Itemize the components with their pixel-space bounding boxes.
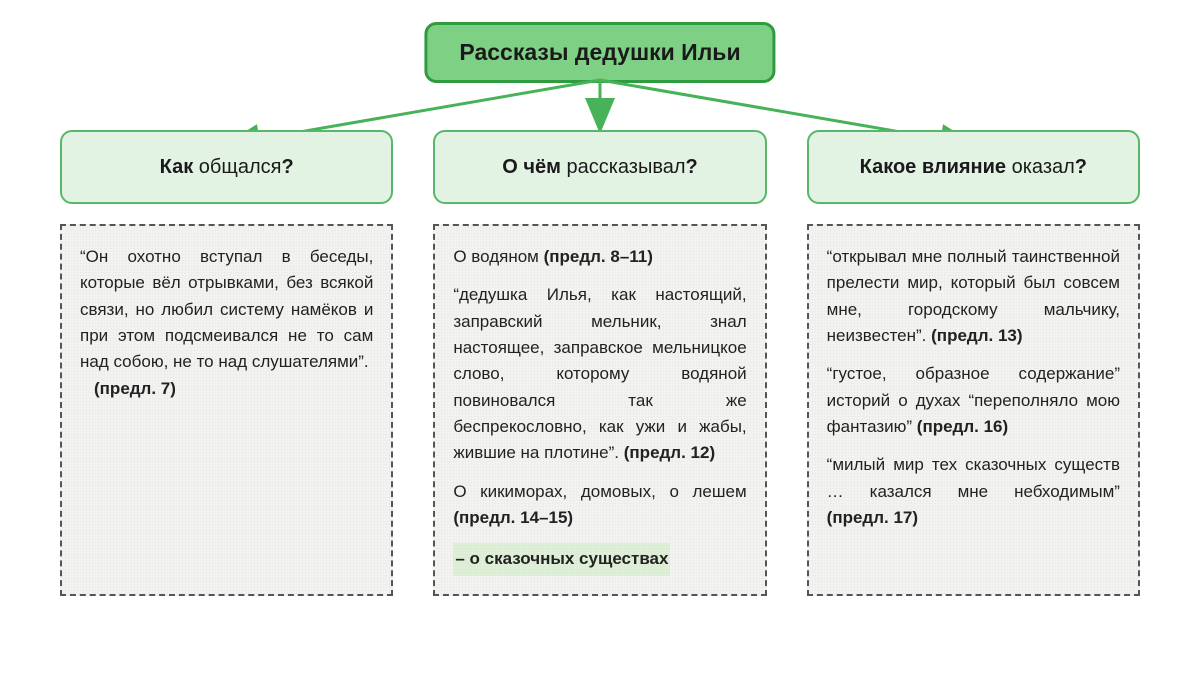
reference: (предл. 12) (624, 443, 715, 462)
sub-header-bold: О чём (502, 156, 561, 178)
content-box-0: “Он охотно вступал в беседы, которые вёл… (60, 224, 393, 596)
sub-header-2: Какое влияние оказал? (807, 130, 1140, 204)
root-node: Рассказы дедушки Ильи (424, 22, 775, 83)
sub-header-0: Как общался? (60, 130, 393, 204)
reference: (предл. 7) (94, 376, 373, 402)
sub-header-plain: оказал (1006, 156, 1075, 178)
content-box-1: О водяном (предл. 8–11) “дедушка Илья, ка… (433, 224, 766, 596)
sub-header-bold: Как (160, 156, 194, 178)
content-para: “Он охотно вступал в беседы, которые вёл… (80, 244, 373, 402)
content-para: О водяном (предл. 8–11) (453, 244, 746, 270)
sub-header-qmark: ? (1075, 156, 1087, 178)
content-para: “открывал мне полный таинственной прелес… (827, 244, 1120, 349)
content-para: “густое, образное содержание” историй о … (827, 361, 1120, 440)
column-1: О чём рассказывал? О водяном (предл. 8–11… (433, 130, 766, 596)
highlight-text: – о сказочных существах (453, 543, 670, 575)
sub-header-plain: общался (193, 156, 281, 178)
reference: (предл. 16) (917, 417, 1008, 436)
column-2: Какое влияние оказал? “открывал мне полны… (807, 130, 1140, 596)
reference: (предл. 14–15) (453, 508, 573, 527)
content-para: О кикиморах, домовых, о лешем (предл. 14… (453, 479, 746, 532)
content-para: “дедушка Илья, как настоящий, заправский… (453, 282, 746, 466)
sub-header-qmark: ? (281, 156, 293, 178)
content-para: “милый мир тех сказочных существ … казал… (827, 452, 1120, 531)
reference: (предл. 17) (827, 508, 918, 527)
sub-header-qmark: ? (686, 156, 698, 178)
sub-header-plain: рассказывал (561, 156, 686, 178)
column-0: Как общался? “Он охотно вступал в беседы,… (60, 130, 393, 596)
columns-container: Как общался? “Он охотно вступал в беседы,… (0, 130, 1200, 596)
reference: (предл. 13) (931, 326, 1022, 345)
root-title: Рассказы дедушки Ильи (459, 39, 740, 65)
sub-header-1: О чём рассказывал? (433, 130, 766, 204)
reference: (предл. 8–11) (544, 247, 653, 266)
content-para: – о сказочных существах (453, 543, 746, 575)
content-box-2: “открывал мне полный таинственной прелес… (807, 224, 1140, 596)
sub-header-bold: Какое влияние (860, 156, 1006, 178)
